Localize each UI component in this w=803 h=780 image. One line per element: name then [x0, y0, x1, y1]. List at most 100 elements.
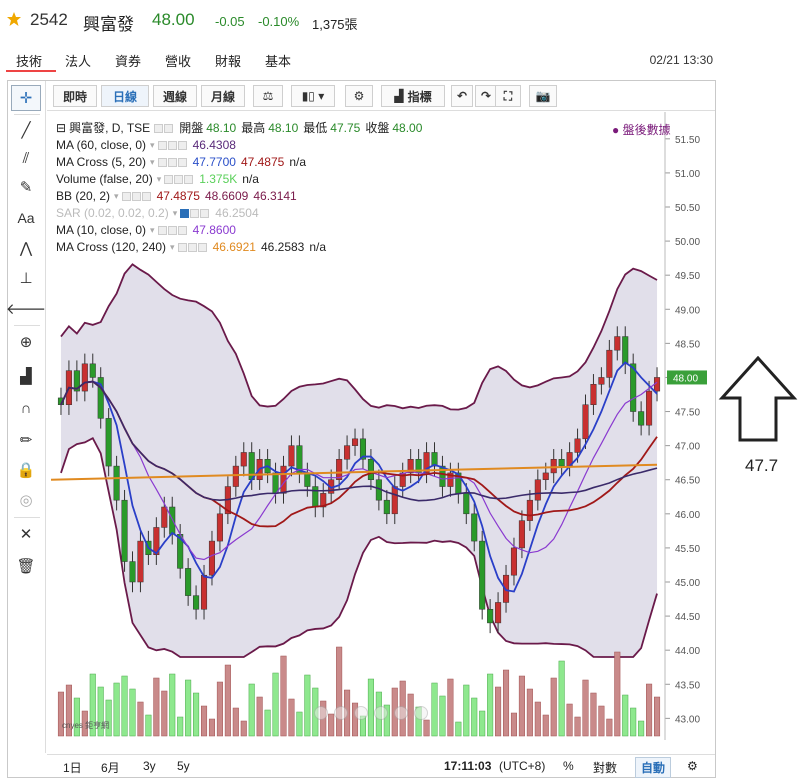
pager-dot[interactable] [414, 706, 428, 720]
pager-dot[interactable] [374, 706, 388, 720]
pager-dot[interactable] [334, 706, 348, 720]
after-hours-text: 盤後數據 [622, 123, 671, 137]
y-tick-label: 46.00 [675, 510, 700, 521]
pager-dot[interactable] [354, 706, 368, 720]
lock-drawing-icon[interactable]: ✏ [19, 432, 33, 449]
pager-dot[interactable] [394, 706, 408, 720]
legend-control[interactable] [177, 243, 187, 252]
y-tick-label: 49.00 [675, 305, 700, 316]
candle-body [646, 390, 653, 426]
fullscreen-icon[interactable]: ⛶ [495, 85, 521, 107]
compare-icon[interactable]: ⚖ [253, 85, 283, 107]
legend-control[interactable] [190, 209, 200, 218]
chevron-down-icon[interactable]: ▾ [150, 157, 155, 167]
candle-body [510, 547, 518, 576]
gear-icon[interactable]: ⚙ [687, 759, 698, 773]
price-chart[interactable]: 51.50 51.00 50.50 50.00 49.50 49.00 48.50 48.00… [47, 112, 715, 742]
weekly-button[interactable]: 週線 [153, 85, 197, 107]
tab-fundamentals[interactable]: 基本 [265, 54, 292, 69]
candle-body [407, 459, 414, 474]
monthly-button[interactable]: 月線 [201, 85, 245, 107]
legend-control[interactable] [164, 124, 174, 133]
star-icon[interactable] [6, 11, 22, 27]
legend-control[interactable] [177, 141, 187, 150]
legend-control[interactable] [121, 192, 131, 201]
tab-financials[interactable]: 財報 [215, 54, 242, 69]
legend-control[interactable] [157, 141, 167, 150]
chevron-down-icon[interactable]: ▾ [170, 242, 175, 252]
legend-control[interactable] [200, 209, 210, 218]
legend-control[interactable] [167, 158, 177, 167]
range-5y[interactable]: 5y [177, 759, 190, 773]
after-hours-label[interactable]: ● 盤後數據 [612, 123, 671, 137]
candle-body [304, 472, 311, 487]
volume-bar [304, 674, 311, 737]
volume-bar [630, 707, 637, 737]
legend-control[interactable] [177, 158, 187, 167]
log-toggle[interactable]: 對數 [593, 761, 618, 775]
tools-icon[interactable]: ✕ [19, 526, 33, 543]
settings-icon[interactable]: ⚙ [345, 85, 373, 107]
pitchfork-icon[interactable]: ⫽ [22, 149, 30, 167]
legend-control[interactable] [131, 192, 141, 201]
realtime-button[interactable]: 即時 [53, 85, 97, 107]
arrow-left-icon[interactable]: 🡐 [5, 300, 47, 318]
redo-icon[interactable]: ↷ [475, 85, 497, 107]
daily-button[interactable]: 日線 [101, 85, 149, 107]
brush-icon[interactable]: ✎ [19, 179, 33, 196]
chevron-down-icon[interactable]: ▾ [150, 225, 155, 235]
text-tool-icon[interactable]: Aa [17, 210, 35, 226]
tab-technical[interactable]: 技術 [16, 54, 43, 69]
percent-toggle[interactable]: % [563, 759, 574, 773]
range-1d[interactable]: 1日 [63, 761, 82, 775]
chart-type-icon[interactable]: ▮▯ ▾ [291, 85, 335, 107]
tab-margin[interactable]: 資券 [115, 54, 142, 69]
chevron-down-icon[interactable]: ▾ [150, 140, 155, 150]
range-6m[interactable]: 6月 [101, 761, 120, 775]
chevron-down-icon[interactable]: ▾ [156, 174, 162, 184]
candle-body [240, 452, 247, 467]
auto-scale-toggle[interactable]: 自動 [635, 757, 672, 778]
indicators-button[interactable]: ▟ 指標 [381, 85, 445, 107]
volume-bar [145, 714, 152, 737]
legend-control[interactable] [167, 141, 177, 150]
legend-control[interactable] [154, 124, 164, 133]
volume-bar [97, 686, 104, 737]
measure-icon[interactable]: ⊥ [19, 270, 33, 287]
legend-control[interactable] [174, 175, 184, 184]
legend-name: MA Cross (5, 20) [56, 155, 147, 169]
range-3y[interactable]: 3y [143, 759, 156, 773]
pager-dot[interactable] [314, 706, 328, 720]
legend-control[interactable] [157, 226, 167, 235]
legend-control[interactable] [157, 158, 167, 167]
collapse-icon[interactable]: ⊟ [56, 121, 67, 135]
legend-control[interactable] [184, 175, 194, 184]
legend-control[interactable] [177, 226, 187, 235]
ruler-icon[interactable]: ▟ [20, 368, 32, 385]
trend-line-icon[interactable]: ╱ [21, 122, 31, 139]
tab-revenue[interactable]: 營收 [165, 54, 192, 69]
trash-icon[interactable]: 🗑 [16, 558, 36, 575]
legend-control[interactable] [141, 192, 151, 201]
hide-icon[interactable]: ◎ [19, 492, 33, 509]
legend-control[interactable] [180, 209, 190, 218]
legend-control[interactable] [164, 175, 174, 184]
candle-body [463, 493, 470, 515]
chevron-down-icon[interactable]: ▾ [114, 191, 119, 201]
zoom-in-icon[interactable]: ⊕ [19, 334, 33, 351]
candle-body [431, 452, 438, 467]
tab-institutional[interactable]: 法人 [65, 54, 92, 69]
undo-icon[interactable]: ↶ [451, 85, 473, 107]
magnet-icon[interactable]: ∩ [20, 399, 32, 417]
timezone[interactable]: (UTC+8) [499, 759, 546, 773]
pattern-icon[interactable]: ⋀ [19, 240, 33, 257]
lock-icon[interactable]: 🔒 [16, 462, 36, 479]
legend-name: MA Cross (120, 240) [56, 240, 167, 254]
chevron-down-icon[interactable]: ▾ [172, 208, 178, 218]
camera-icon[interactable]: 📷 [529, 85, 557, 107]
legend-control[interactable] [197, 243, 207, 252]
crosshair-icon[interactable]: ✛ [11, 85, 41, 111]
toolbar-divider [14, 114, 40, 115]
legend-control[interactable] [187, 243, 197, 252]
legend-control[interactable] [167, 226, 177, 235]
